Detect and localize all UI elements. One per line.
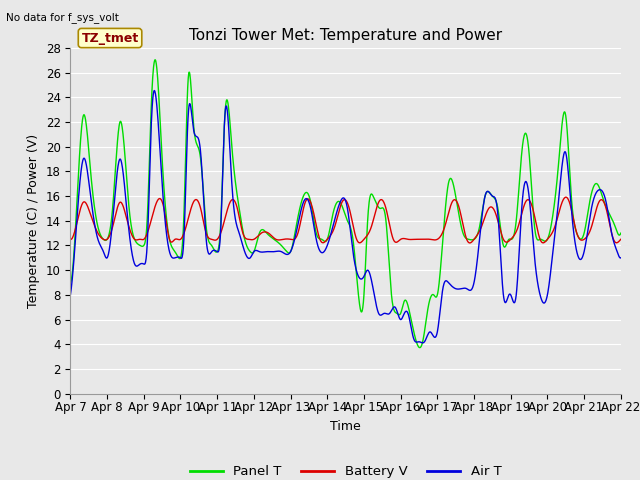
Panel T xyxy=(67,280,74,286)
Air T xyxy=(335,204,342,210)
Air T xyxy=(67,292,74,298)
Air T xyxy=(500,298,508,303)
Line: Panel T: Panel T xyxy=(70,60,621,348)
Air T xyxy=(602,196,609,202)
Air T xyxy=(419,340,426,346)
Panel T xyxy=(601,202,609,207)
Air T xyxy=(320,249,328,255)
Air T xyxy=(95,238,102,244)
Panel T xyxy=(416,345,424,350)
Battery V xyxy=(617,237,625,242)
Title: Tonzi Tower Met: Temperature and Power: Tonzi Tower Met: Temperature and Power xyxy=(189,28,502,43)
Line: Air T: Air T xyxy=(70,91,621,343)
Battery V xyxy=(500,238,508,243)
Panel T xyxy=(617,230,625,236)
Battery V xyxy=(334,212,342,217)
Legend: Panel T, Battery V, Air T: Panel T, Battery V, Air T xyxy=(184,460,507,480)
Text: TZ_tmet: TZ_tmet xyxy=(81,32,139,45)
Battery V xyxy=(466,240,474,246)
Battery V xyxy=(95,231,102,237)
Panel T xyxy=(500,244,508,250)
Battery V xyxy=(562,194,570,200)
Line: Battery V: Battery V xyxy=(70,197,621,243)
Panel T xyxy=(602,203,609,208)
Y-axis label: Temperature (C) / Power (V): Temperature (C) / Power (V) xyxy=(27,134,40,308)
Panel T xyxy=(152,57,159,63)
Panel T xyxy=(320,238,328,244)
Air T xyxy=(150,88,158,94)
Battery V xyxy=(319,240,327,246)
Panel T xyxy=(95,226,102,232)
X-axis label: Time: Time xyxy=(330,420,361,433)
Air T xyxy=(601,195,609,201)
Panel T xyxy=(335,199,342,204)
Battery V xyxy=(602,203,609,209)
Battery V xyxy=(601,202,609,208)
Battery V xyxy=(67,237,74,242)
Text: No data for f_sys_volt: No data for f_sys_volt xyxy=(6,12,119,23)
Air T xyxy=(617,255,625,261)
